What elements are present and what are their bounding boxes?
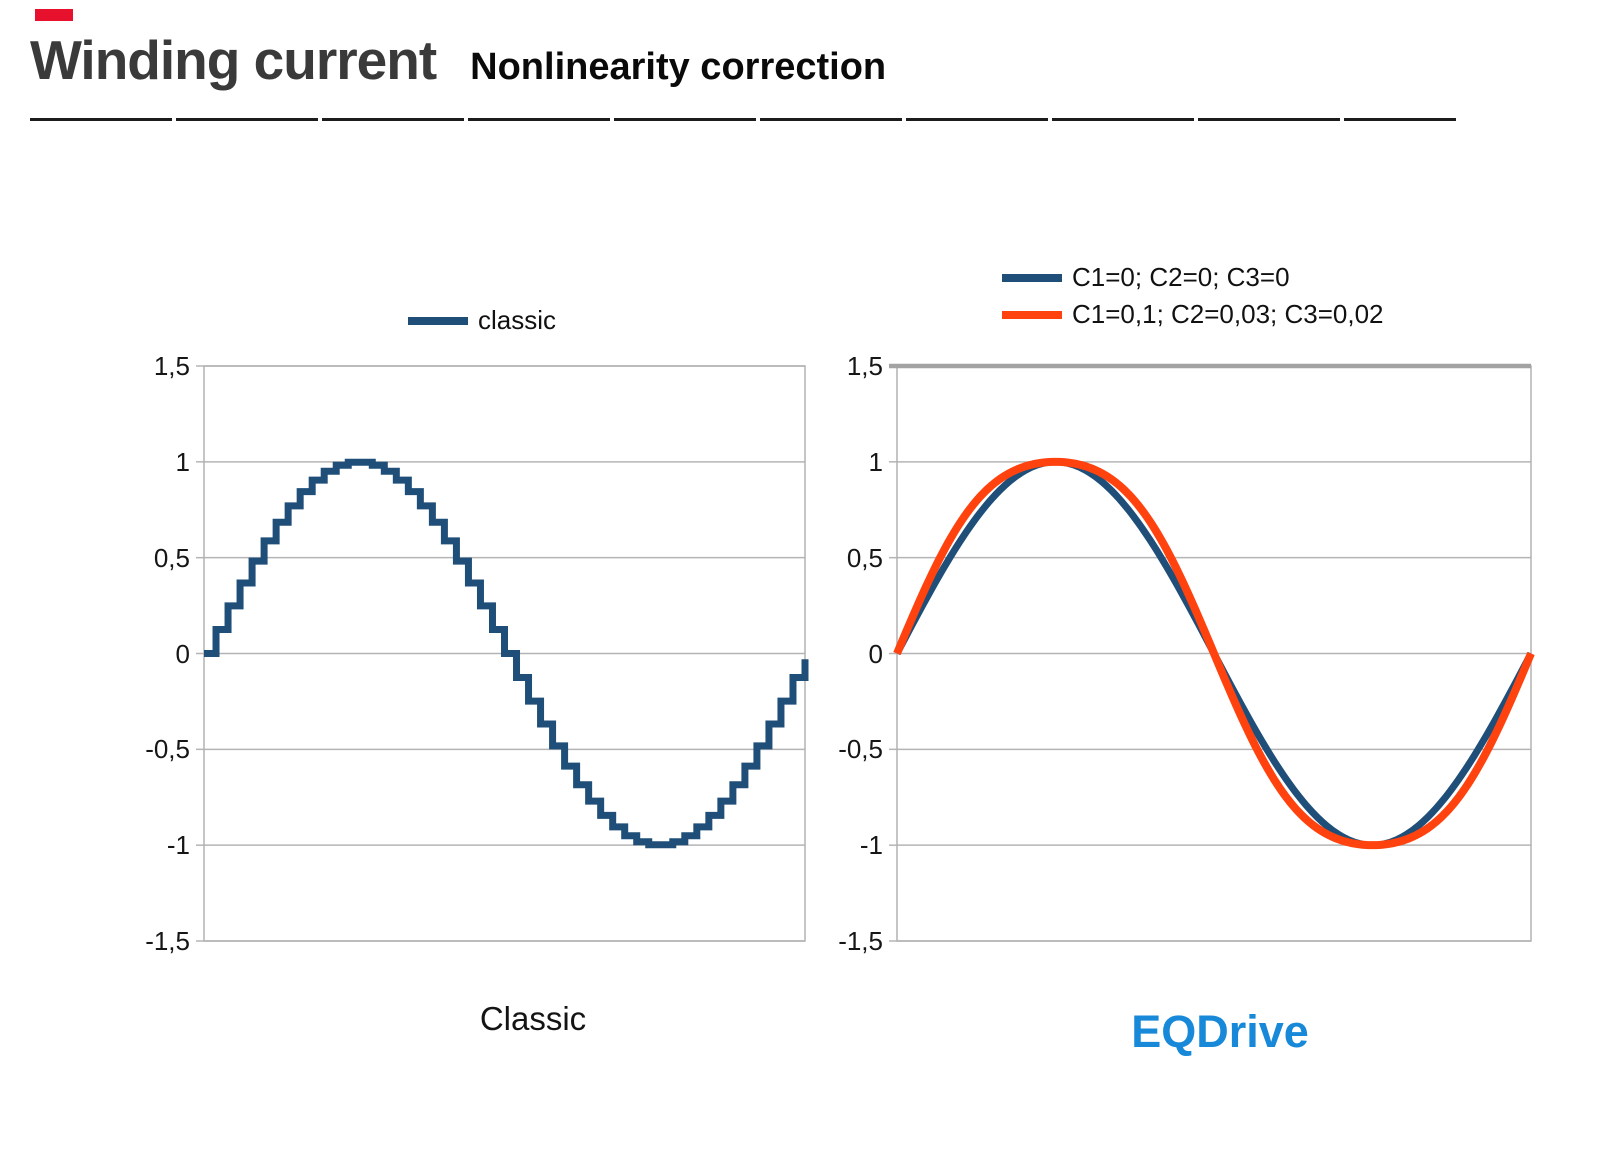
y-tick-label: 1,5 [153, 351, 190, 381]
classic-legend-line [408, 316, 468, 325]
y-tick-label: 1,5 [846, 351, 883, 381]
orange-legend-label: C1=0,1; C2=0,03; C3=0,02 [1072, 299, 1384, 329]
legend-item-classic: classic [408, 305, 556, 336]
y-tick-label: -1 [859, 830, 883, 861]
orange-legend-line [1002, 310, 1062, 319]
corrected-curve [893, 457, 1535, 850]
y-tick-label: 0 [868, 638, 883, 669]
y-tick-label: 0,5 [846, 542, 883, 573]
y-tick-label: 1 [175, 446, 190, 477]
blue-legend-line [1002, 273, 1062, 282]
classic-curve [204, 458, 809, 849]
page-title: Winding current [30, 29, 437, 91]
classic-chart-svg [196, 365, 809, 942]
y-tick-label: -1,5 [145, 926, 190, 956]
legend-item-c0: C1=0; C2=0; C3=0 [1002, 262, 1384, 293]
eqdrive-chart-svg [889, 363, 1535, 942]
y-tick-label: 0 [175, 638, 190, 669]
y-tick-label: -1,5 [838, 926, 883, 956]
red-accent-mark [35, 9, 73, 21]
classic-caption: Classic [479, 1000, 587, 1037]
classic-legend-label: classic [478, 305, 557, 335]
title-divider [30, 118, 1456, 121]
y-tick-label: -1 [166, 830, 190, 861]
eqdrive-legend: C1=0; C2=0; C3=0 C1=0,1; C2=0,03; C3=0,0… [1002, 262, 1384, 330]
y-tick-label: 0,5 [153, 542, 190, 573]
y-tick-label: -0,5 [145, 734, 190, 765]
blue-legend-label: C1=0; C2=0; C3=0 [1072, 262, 1290, 292]
y-tick-label: 1 [868, 446, 883, 477]
title-row: Winding current Nonlinearity correction [30, 28, 886, 92]
page-subtitle: Nonlinearity correction [470, 46, 887, 88]
legend-item-c1: C1=0,1; C2=0,03; C3=0,02 [1002, 299, 1384, 330]
y-tick-label: -0,5 [838, 734, 883, 765]
classic-legend: classic [408, 305, 556, 336]
eqdrive-caption: EQDrive [1131, 1006, 1309, 1057]
